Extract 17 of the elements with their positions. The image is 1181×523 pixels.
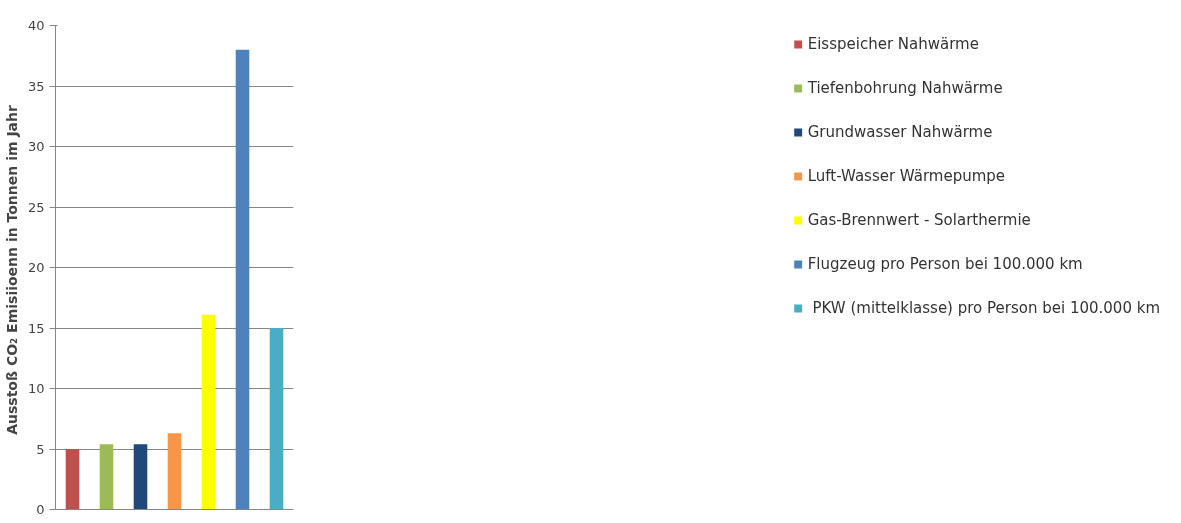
y-tick-label: 30 xyxy=(27,139,45,154)
y-tick-label: 25 xyxy=(27,199,45,215)
legend-label: Grundwasser Nahwärme xyxy=(807,123,993,141)
legend-label: Flugzeug pro Person bei 100.000 km xyxy=(807,255,1083,273)
y-tick-label: 40 xyxy=(27,18,45,33)
legend-label: Eisspeicher Nahwärme xyxy=(807,35,979,53)
y-tick-label: 15 xyxy=(27,320,45,336)
y-tick-label: 20 xyxy=(27,260,45,275)
y-tick-label: 35 xyxy=(27,78,45,94)
legend-label: Tiefenbohrung Nahwärme xyxy=(807,79,1003,97)
legend-label: Gas-Brennwert - Solarthermie xyxy=(807,211,1031,229)
y-tick-label: 5 xyxy=(36,441,45,457)
y-tick-label: 0 xyxy=(36,502,45,517)
y-axis-title: Ausstoß CO₂ Emisiioenn in Tonnen im Jahr xyxy=(3,104,20,435)
legend-label: PKW (mittelklasse) pro Person bei 100.000 km xyxy=(811,299,1160,317)
y-tick-label: 10 xyxy=(27,381,45,396)
legend-label: Luft-Wasser Wärmepumpe xyxy=(807,167,1006,185)
